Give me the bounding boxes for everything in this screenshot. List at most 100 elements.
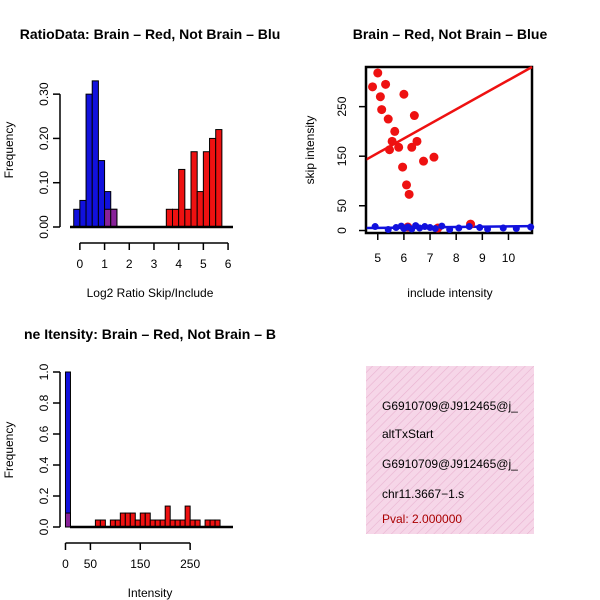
intensity-bar-red [119,512,126,528]
ratio-bar-red [184,208,192,228]
ratio-x-tick-label: 5 [200,257,207,271]
ratio-bars [73,80,223,228]
scatter-x-tick-label: 9 [479,251,486,265]
ratio-bar-red [215,129,223,228]
ratio-chart-title: RatioData: Brain – Red, Not Brain – Blu [20,26,281,42]
scatter-x-label: include intensity [407,286,492,300]
scatter-y-tick-label: 0 [335,227,349,234]
scatter-point-blue [438,222,446,230]
ratio-x-tick-label: 4 [175,257,182,271]
scatter-point-red [387,136,397,146]
info-box-background [366,366,534,534]
scatter-y-tick-label: 150 [335,146,349,166]
scatter-point-red [419,156,429,166]
ratio-bar-blue [79,199,87,228]
ratio-bar-blue [85,93,93,228]
scatter-point-blue [446,226,454,234]
intensity-x-tick-label: 0 [62,557,69,571]
intensity-bar-overlap [64,512,71,528]
scatter-point-red [399,89,409,99]
intensity-y-tick-label: 0.8 [37,394,51,411]
intensity-x-tick-label: 250 [180,557,200,571]
scatter-point-blue [426,224,434,232]
ratio-bar-overlap [110,208,118,228]
scatter-point-blue [455,224,463,232]
ratio-y-tick-label: 0.10 [37,171,51,195]
intensity-y-tick-label: 0.4 [37,456,51,473]
scatter-x-axis: 5 6 7 8 9 10 [374,233,515,265]
ratio-bar-red [178,168,186,228]
intensity-bar-red [184,505,191,528]
scatter-point-blue [465,223,473,231]
intensity-bar-red [124,512,131,528]
ratio-x-tick-label: 3 [151,257,158,271]
intensity-y-tick-label: 1.0 [37,363,51,380]
scatter-point-red [368,82,378,92]
scatter-y-axis: 0 50 150 250 [335,96,367,234]
intensity-y-tick-label: 0.0 [37,518,51,535]
ratio-bar-red [165,208,173,228]
scatter-point-red [394,142,404,152]
ratio-bar-red [196,191,204,228]
scatter-point-blue [484,225,492,233]
ratio-x-tick-label: 1 [101,257,108,271]
intensity-chart-title: ne Itensity: Brain – Red, Not Brain – B [24,326,276,342]
scatter-point-red [412,136,422,146]
ratio-x-axis: 0 1 2 3 4 5 6 [77,242,232,271]
ratio-y-tick-label: 0.20 [37,126,51,150]
ratio-y-axis: 0.00 0.10 0.20 0.30 [37,82,61,239]
intensity-x-tick-label: 50 [84,557,98,571]
info-location: chr11.3667−1.s [382,487,464,501]
scatter-x-tick-label: 8 [453,251,460,265]
scatter-y-label: skip intensity [303,116,317,185]
scatter-x-tick-label: 5 [374,251,381,265]
scatter-point-red [429,152,439,162]
scatter-point-red [402,180,412,190]
intensity-bar-red [144,512,151,528]
ratio-bar-overlap [104,208,112,228]
scatter-x-tick-label: 10 [502,251,516,265]
scatter-point-blue [476,224,484,232]
ratio-bar-red [190,151,198,228]
ratio-histogram: RatioData: Brain – Red, Not Brain – Blu … [2,26,280,300]
scatter-point-blue [499,224,507,232]
scatter-point-blue [527,223,535,231]
ratio-x-tick-label: 6 [225,257,232,271]
scatter-point-red [383,114,393,124]
ratio-y-tick-label: 0.30 [37,82,51,106]
intensity-bars [64,371,221,528]
intensity-histogram: ne Itensity: Brain – Red, Not Brain – B … [2,326,276,600]
scatter-point-red [407,142,417,152]
scatter-point-red [404,189,414,199]
ratio-bar-red [209,137,217,228]
ratio-y-tick-label: 0.00 [37,215,51,239]
info-pval: Pval: 2.000000 [382,512,462,526]
scatter-point-red [398,162,408,172]
scatter-point-blue [371,223,379,231]
intensity-y-label: Frequency [2,422,16,479]
scatter-point-blue [512,225,520,233]
intensity-bar-red [139,512,146,528]
scatter-point-blue [431,225,439,233]
intensity-y-axis: 0.0 0.2 0.4 0.6 0.8 1.0 [37,363,61,535]
intensity-bar-red [129,512,136,528]
ratio-x-tick-label: 2 [126,257,133,271]
ratio-x-label: Log2 Ratio Skip/Include [87,286,214,300]
info-id-2: G6910709@J912465@j_ [382,457,518,471]
scatter-x-tick-label: 6 [401,251,408,265]
scatter-points [368,68,535,234]
intensity-y-tick-label: 0.6 [37,425,51,442]
intensity-bar-blue [64,371,71,528]
scatter-y-tick-label: 250 [335,96,349,116]
intensity-scatter: Brain – Red, Not Brain – Blue include in… [303,26,547,300]
scatter-point-blue [384,226,392,234]
info-panel: G6910709@J912465@j_ altTxStart G6910709@… [366,366,534,534]
ratio-x-tick-label: 0 [77,257,84,271]
scatter-point-blue [421,223,429,231]
info-id-1: G6910709@J912465@j_ [382,399,518,413]
ratio-bar-red [171,208,180,228]
intensity-x-axis: 0 50 150 250 [62,542,200,571]
ratio-bar-blue [97,160,106,228]
scatter-point-red [390,126,400,136]
